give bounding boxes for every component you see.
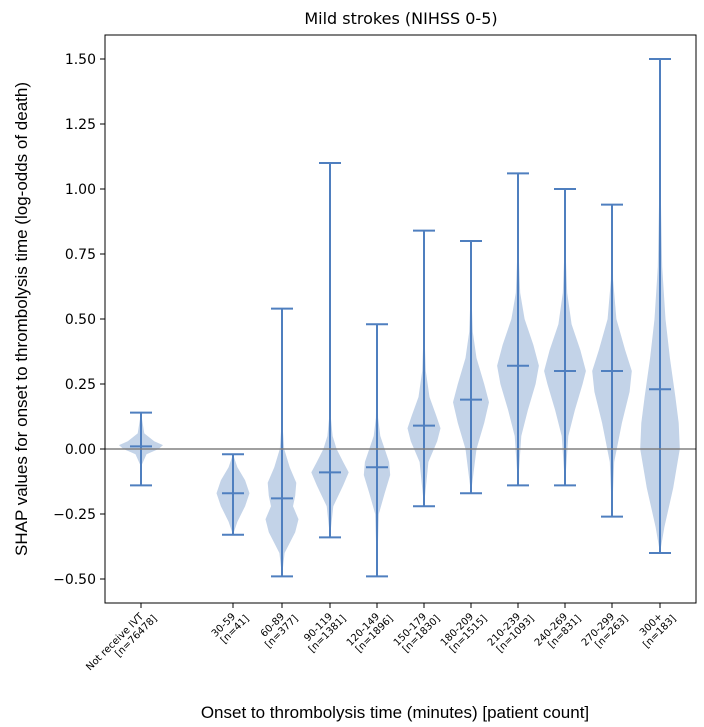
x-axis: Not receive IVT[n=76478] 30-59[n=41] 60-89… <box>84 603 679 673</box>
y-tick-label: 0.50 <box>65 312 96 328</box>
y-tick-label: −0.25 <box>53 507 96 523</box>
plot-area <box>105 58 696 578</box>
y-axis: 1.50 1.25 1.00 0.75 0.50 0.25 0.00 −0.25 −0.50 <box>53 52 105 588</box>
x-axis-label: Onset to thrombolysis time (minutes) [pa… <box>201 703 589 722</box>
y-tick-label: 0.75 <box>65 247 96 263</box>
x-tick-label: Not receive IVT[n=76478] <box>84 611 159 673</box>
chart-title: Mild strokes (NIHSS 0-5) <box>304 9 497 28</box>
y-tick-label: 1.00 <box>65 182 96 198</box>
x-tick-label: 120-149[n=1896] <box>345 611 396 655</box>
y-axis-label: SHAP values for onset to thrombolysis ti… <box>12 82 31 556</box>
x-tick-label: 210-239[n=1093] <box>486 611 537 655</box>
y-tick-label: 1.50 <box>65 52 96 68</box>
x-tick-label: 150-179[n=1830] <box>392 611 443 655</box>
plot-frame <box>104 34 697 604</box>
x-tick-label: 300+[n=183] <box>638 611 679 650</box>
x-tick-label: 270-299[n=263] <box>580 611 631 650</box>
x-tick-label: 60-89[n=377] <box>259 611 301 650</box>
x-tick-label: 90-119[n=1381] <box>302 611 348 655</box>
x-tick-label: 180-209[n=1515] <box>439 611 490 655</box>
y-tick-label: 0.00 <box>65 442 96 458</box>
x-tick-label: 240-269[n=831] <box>533 611 584 650</box>
y-tick-label: 1.25 <box>65 117 96 133</box>
x-tick-label: 30-59[n=41] <box>210 611 252 646</box>
y-tick-label: 0.25 <box>65 377 96 393</box>
y-tick-label: −0.50 <box>53 572 96 588</box>
